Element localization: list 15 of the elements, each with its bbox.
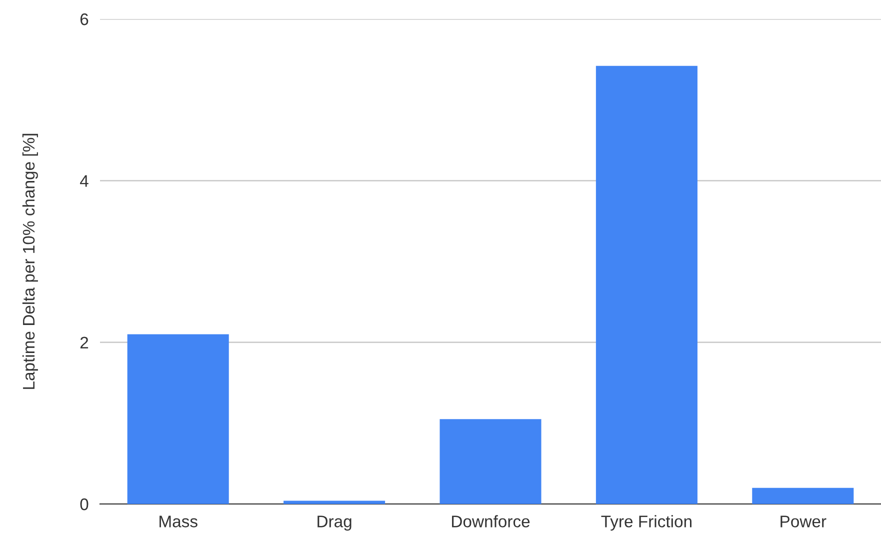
bar bbox=[440, 419, 542, 504]
bar bbox=[596, 66, 698, 504]
x-tick-label: Mass bbox=[160, 516, 198, 528]
x-tick-label: Drag bbox=[318, 516, 352, 531]
y-tick-label: 0 bbox=[80, 498, 88, 510]
bar bbox=[127, 334, 229, 504]
bar bbox=[752, 488, 854, 504]
x-tick-label: Power bbox=[780, 516, 826, 528]
y-tick-label: 4 bbox=[80, 175, 88, 187]
bar bbox=[284, 500, 386, 504]
x-tick-label: Downforce bbox=[452, 515, 530, 528]
y-axis-title: Laptime Delta per 10% change [%] bbox=[22, 134, 38, 389]
x-tick-label: Tyre Friction bbox=[601, 515, 692, 531]
y-tick-label: 6 bbox=[80, 13, 88, 26]
y-tick-label: 2 bbox=[80, 336, 88, 348]
